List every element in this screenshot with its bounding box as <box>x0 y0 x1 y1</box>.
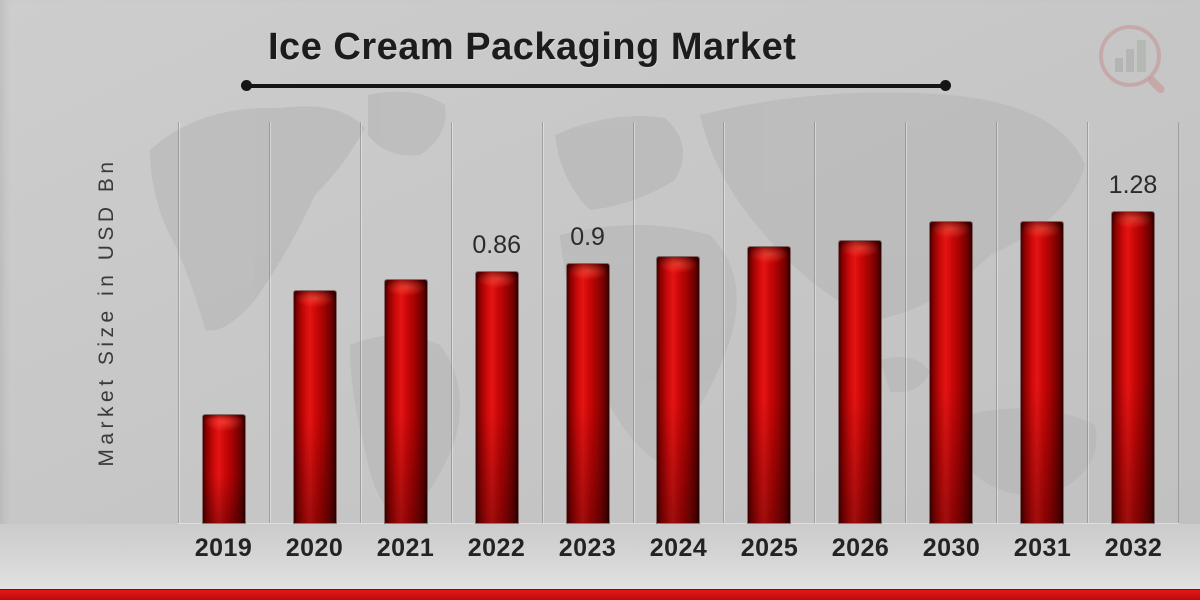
x-tick-label-2032: 2032 <box>1104 534 1163 562</box>
underline-dot-left <box>241 80 252 91</box>
x-tick-label-2030: 2030 <box>922 534 981 562</box>
chart-bar-2019 <box>202 415 245 523</box>
grid-column-2021 <box>359 122 451 523</box>
grid-column-2031 <box>996 122 1087 523</box>
chart-bar-2021 <box>384 280 427 523</box>
grid-column-2020 <box>268 122 360 523</box>
x-tick-label-2026: 2026 <box>831 534 890 562</box>
bottom-red-stripe <box>0 589 1200 600</box>
grid-column-2024 <box>632 122 724 523</box>
chart-bar-2031 <box>1021 222 1064 523</box>
plot-area: 0.86 0.9 1.28 <box>178 122 1179 525</box>
x-tick-label-2025: 2025 <box>740 534 799 562</box>
x-tick-label-2024: 2024 <box>649 534 708 562</box>
bar-value-label-2032: 1.28 <box>1108 171 1158 199</box>
x-tick-label-2021: 2021 <box>376 534 435 562</box>
y-axis-label: Market Size in USD Bn <box>95 157 118 467</box>
x-tick-label-2020: 2020 <box>285 534 344 562</box>
grid-column-2030 <box>905 122 996 523</box>
magnifier-bar-chart-logo-icon <box>1099 25 1165 94</box>
chart-bar-2026 <box>839 241 882 523</box>
bar-value-label-2022: 0.86 <box>472 231 522 259</box>
title-underline <box>246 84 946 88</box>
underline-dot-right <box>940 80 951 91</box>
grid-column-2023: 0.9 <box>541 122 633 523</box>
grid-column-2022: 0.86 <box>450 122 542 523</box>
grid-column-2026 <box>814 122 905 523</box>
x-tick-label-2022: 2022 <box>467 534 526 562</box>
grid-column-2019 <box>178 122 269 523</box>
bar-value-label-2023: 0.9 <box>570 223 605 251</box>
chart-bar-2025 <box>748 247 791 523</box>
x-tick-label-2031: 2031 <box>1013 534 1072 562</box>
chart-bar-2030 <box>930 222 973 523</box>
chart-bar-2023 <box>566 264 609 523</box>
chart-bar-2032 <box>1112 212 1155 523</box>
x-axis-band <box>0 524 1200 589</box>
grid-column-2032: 1.28 <box>1087 122 1179 523</box>
x-tick-label-2023: 2023 <box>558 534 617 562</box>
chart-bar-2020 <box>293 291 336 523</box>
chart-bar-2022 <box>475 272 518 523</box>
chart-bar-2024 <box>657 257 700 523</box>
chart-title: Ice Cream Packaging Market <box>268 26 797 68</box>
x-tick-label-2019: 2019 <box>194 534 253 562</box>
grid-column-2025 <box>723 122 814 523</box>
x-axis-tick-row: 2019 2020 2021 2022 2023 2024 2025 2026 2030 2031… <box>178 534 1179 566</box>
